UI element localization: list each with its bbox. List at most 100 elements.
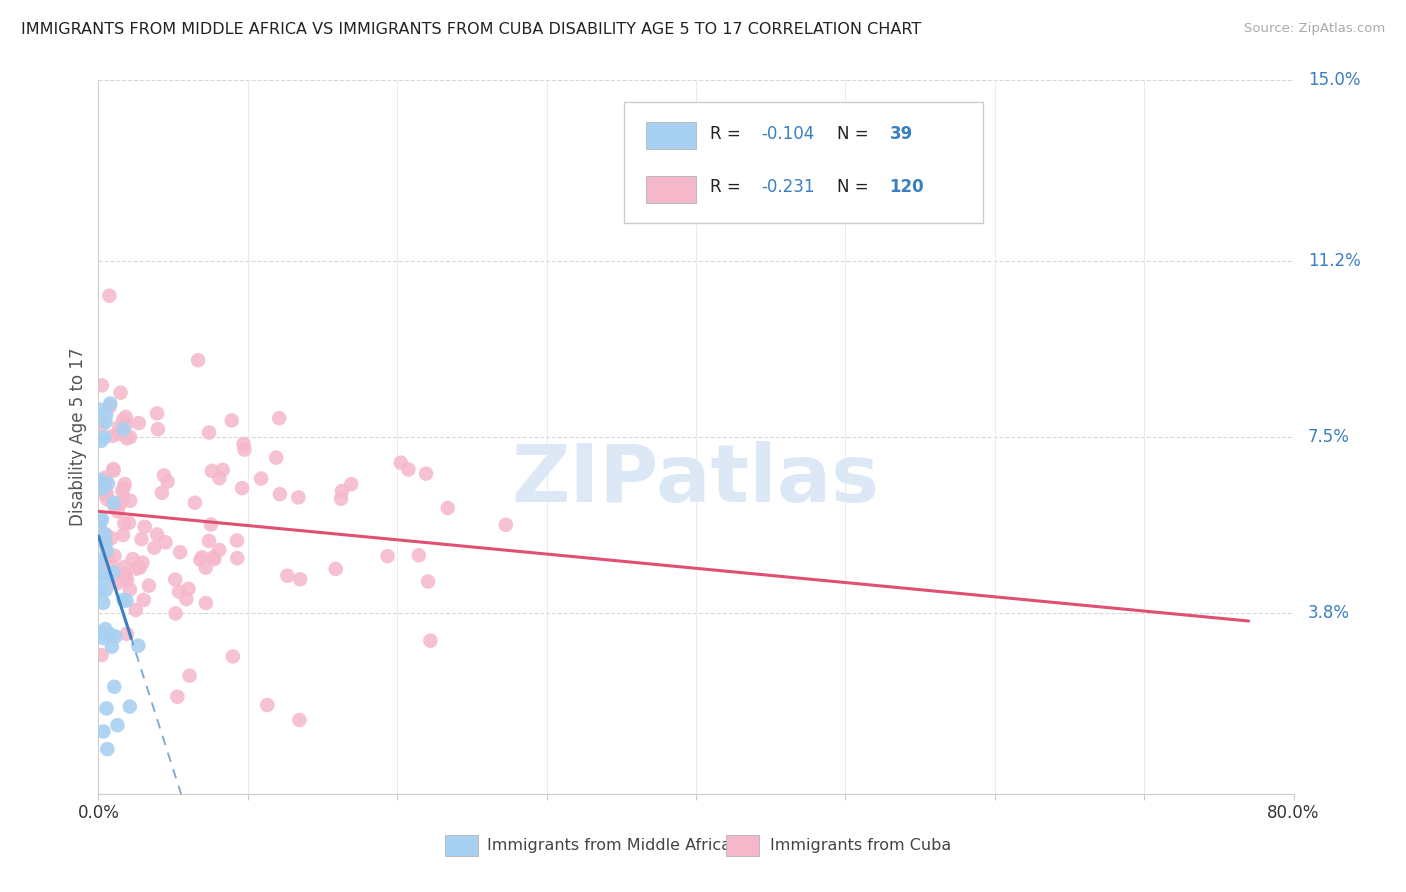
Point xyxy=(153,468,176,483)
Point xyxy=(415,467,437,481)
Text: R =: R = xyxy=(710,178,747,196)
Point xyxy=(233,442,256,457)
Point xyxy=(127,639,149,653)
Text: N =: N = xyxy=(837,125,875,143)
Point xyxy=(184,496,207,510)
Point xyxy=(112,491,135,505)
Text: Immigrants from Middle Africa: Immigrants from Middle Africa xyxy=(486,838,731,853)
Point xyxy=(112,413,135,427)
Point xyxy=(90,625,112,640)
Point xyxy=(94,415,117,429)
Point xyxy=(96,408,118,422)
Point xyxy=(198,533,221,548)
Point xyxy=(98,396,121,410)
Point xyxy=(103,680,125,694)
Point xyxy=(93,476,115,491)
Point xyxy=(125,603,148,617)
Point xyxy=(389,456,412,470)
Point xyxy=(98,289,121,303)
Text: R =: R = xyxy=(710,125,747,143)
Point xyxy=(101,566,124,580)
Point xyxy=(103,464,125,478)
Text: 39: 39 xyxy=(890,125,912,143)
Point xyxy=(112,528,135,542)
Point xyxy=(131,532,153,546)
Point xyxy=(118,516,141,530)
Point xyxy=(200,517,222,532)
Point xyxy=(202,549,225,564)
Point xyxy=(94,488,117,502)
Point xyxy=(114,567,136,582)
Point xyxy=(187,353,209,368)
Point xyxy=(250,471,273,485)
Text: ZIPatlas: ZIPatlas xyxy=(512,441,880,519)
Text: Source: ZipAtlas.com: Source: ZipAtlas.com xyxy=(1244,22,1385,36)
Point xyxy=(179,668,201,682)
Point xyxy=(118,582,141,597)
Point xyxy=(96,742,118,756)
Point xyxy=(120,493,142,508)
Point xyxy=(94,583,117,598)
Point xyxy=(101,569,124,583)
Text: 3.8%: 3.8% xyxy=(1308,604,1350,622)
Point xyxy=(128,560,150,574)
Point xyxy=(495,517,517,532)
Point xyxy=(115,432,138,446)
Point xyxy=(93,527,115,541)
Point xyxy=(208,471,231,485)
Point xyxy=(408,549,430,563)
Point xyxy=(90,418,112,433)
Point xyxy=(132,593,155,607)
Point xyxy=(156,475,179,489)
Point xyxy=(112,516,135,531)
Y-axis label: Disability Age 5 to 17: Disability Age 5 to 17 xyxy=(69,348,87,526)
Point xyxy=(103,549,125,563)
Point xyxy=(115,573,138,587)
Point xyxy=(211,463,233,477)
Point xyxy=(98,400,121,414)
Point xyxy=(221,413,243,427)
Text: 120: 120 xyxy=(890,178,924,196)
Point xyxy=(287,491,309,505)
Point xyxy=(110,497,132,511)
Point xyxy=(114,409,136,424)
Point xyxy=(91,512,114,526)
FancyBboxPatch shape xyxy=(645,122,696,150)
Point xyxy=(146,527,169,541)
Point xyxy=(138,579,160,593)
Point xyxy=(330,491,353,506)
Text: 7.5%: 7.5% xyxy=(1308,428,1350,446)
Point xyxy=(114,560,136,574)
Point xyxy=(330,484,353,499)
Bar xyxy=(725,835,759,856)
Point xyxy=(105,576,128,591)
Point xyxy=(110,385,132,400)
Point xyxy=(121,552,143,566)
Point xyxy=(96,701,118,715)
Point xyxy=(125,561,148,575)
Point xyxy=(101,558,124,573)
Point xyxy=(91,596,114,610)
Point xyxy=(419,633,441,648)
Point xyxy=(194,560,217,574)
Point xyxy=(93,430,115,444)
Point xyxy=(89,473,111,487)
Text: -0.104: -0.104 xyxy=(762,125,815,143)
Point xyxy=(98,627,121,641)
Point xyxy=(103,496,125,510)
Point xyxy=(150,485,173,500)
Point xyxy=(94,527,117,541)
Point xyxy=(146,422,169,436)
Point xyxy=(97,549,120,564)
Text: Immigrants from Cuba: Immigrants from Cuba xyxy=(770,838,952,853)
Point xyxy=(208,543,231,558)
Point xyxy=(269,487,291,501)
Point xyxy=(115,627,138,641)
Point xyxy=(103,462,125,476)
Point xyxy=(174,592,197,607)
Point xyxy=(134,519,156,533)
Point xyxy=(112,482,135,496)
Point xyxy=(276,568,298,582)
Text: IMMIGRANTS FROM MIDDLE AFRICA VS IMMIGRANTS FROM CUBA DISABILITY AGE 5 TO 17 COR: IMMIGRANTS FROM MIDDLE AFRICA VS IMMIGRA… xyxy=(21,22,921,37)
Point xyxy=(201,464,224,478)
